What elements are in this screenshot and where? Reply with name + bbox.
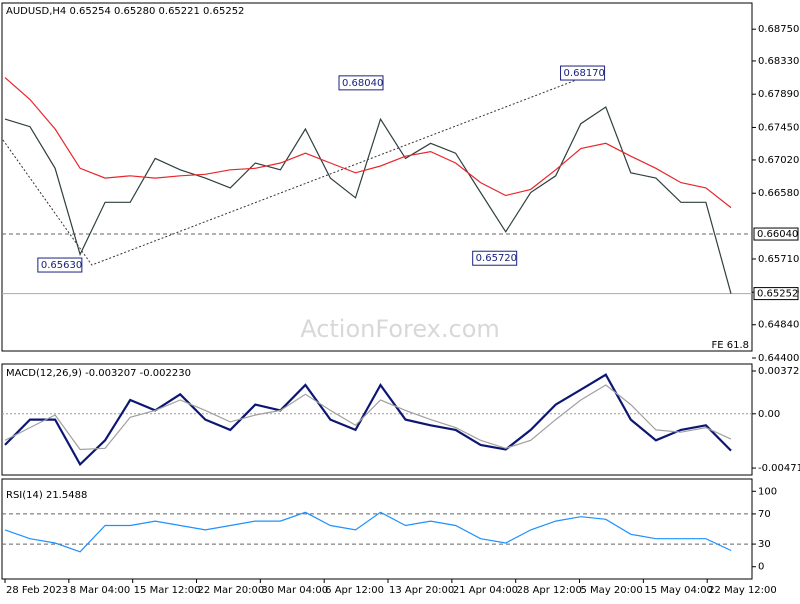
x-tick-label: 13 Apr 20:00 [389, 585, 454, 596]
watermark: ActionForex.com [300, 315, 500, 343]
annotation-box [472, 250, 518, 266]
x-tick-label: 15 May 04:00 [644, 585, 713, 596]
series-line [4, 511, 732, 553]
panel-title: MACD(12,26,9) -0.003207 -0.002230 [6, 368, 191, 379]
annotation-box [560, 65, 606, 81]
y-tick-label: 0.66580 [758, 188, 799, 199]
annotation-box [37, 257, 83, 273]
y-tick-label: 0.003722 [758, 366, 800, 377]
y-tick-label: 0.00 [758, 409, 780, 420]
annotation-label: 0.68040 [342, 78, 383, 89]
y-tick-label: 0 [758, 562, 764, 573]
level-label-box [753, 287, 799, 301]
y-tick-label: 0.67890 [758, 89, 799, 100]
y-tick-label: 100 [758, 486, 777, 497]
y-tick-label: 0.64840 [758, 320, 799, 331]
x-tick-label: 22 May 12:00 [708, 585, 777, 596]
x-tick-label: 22 Mar 20:00 [198, 585, 265, 596]
annotation-label: 0.65720 [476, 253, 517, 264]
y-tick-label: 0.64400 [758, 353, 799, 364]
series-line [4, 106, 732, 294]
annotation-box [338, 75, 384, 91]
y-tick-label: 0.68750 [758, 24, 799, 35]
annotation-label: 0.65630 [41, 260, 82, 271]
y-tick-label: 30 [758, 539, 771, 550]
x-tick-label: 6 Apr 12:00 [325, 585, 384, 596]
y-tick-label: 0.65710 [758, 254, 799, 265]
y-tick-label: 0.67020 [758, 155, 799, 166]
y-tick-label: 70 [758, 509, 771, 520]
x-tick-label: 30 Mar 04:00 [261, 585, 328, 596]
level-label-box [753, 227, 799, 241]
y-tick-label: 0.68330 [758, 56, 799, 67]
y-tick-label: 0.67450 [758, 122, 799, 133]
macd-panel [1, 363, 753, 476]
x-tick-label: 5 May 20:00 [581, 585, 643, 596]
note: FE 61.8 [711, 340, 749, 351]
level-label: 0.66040 [757, 229, 798, 240]
panel-title: AUDUSD,H4 0.65254 0.65280 0.65221 0.6525… [6, 6, 244, 17]
level-label: 0.65252 [757, 289, 798, 300]
y-tick-label: -0.004716 [758, 463, 800, 474]
x-tick-label: 28 Apr 12:00 [517, 585, 582, 596]
main-panel [1, 2, 753, 352]
x-tick-label: 28 Feb 2023 [6, 585, 68, 596]
x-tick-label: 21 Apr 04:00 [453, 585, 518, 596]
x-tick-label: 8 Mar 04:00 [70, 585, 130, 596]
x-tick-label: 15 Mar 12:00 [134, 585, 201, 596]
series-line [4, 373, 732, 467]
rsi-panel [1, 478, 753, 580]
panel-title: RSI(14) 21.5488 [6, 490, 87, 501]
series-line [4, 384, 732, 451]
series-line [4, 77, 732, 209]
annotation-label: 0.68170 [564, 68, 605, 79]
trend-line [2, 72, 595, 266]
